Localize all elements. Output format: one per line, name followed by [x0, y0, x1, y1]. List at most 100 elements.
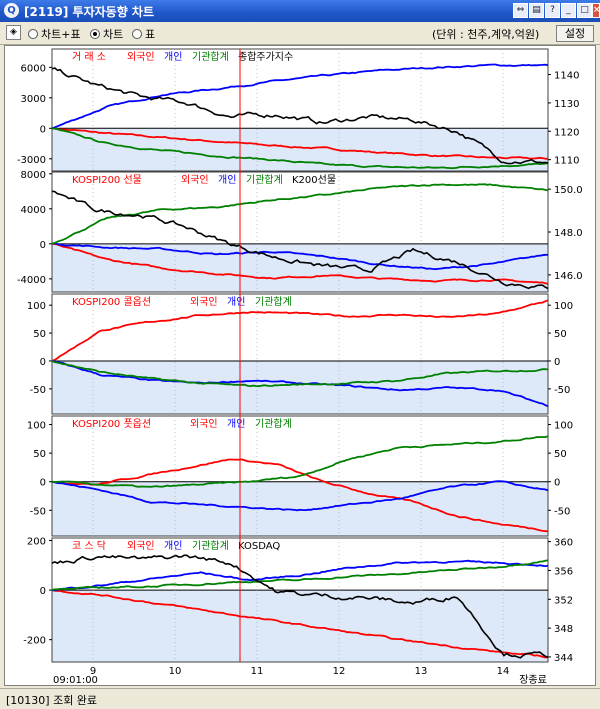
radio-dot-chart-table[interactable] — [28, 29, 38, 39]
radio-dot-chart[interactable] — [90, 29, 100, 39]
right-tick-label: 344 — [554, 653, 573, 664]
legend-label: 기관합계 — [255, 418, 292, 430]
negative-region — [52, 590, 548, 662]
x-tick-label: 13 — [415, 666, 428, 677]
series-line-1-2 — [51, 183, 549, 245]
legend-label: 개인 — [218, 174, 236, 186]
right-tick-label: -50 — [554, 385, 570, 396]
radio-dot-table[interactable] — [132, 29, 142, 39]
x-tick-label: 10 — [169, 666, 182, 677]
x-end-label: 장종료 — [519, 674, 547, 685]
panel-frame — [51, 415, 549, 537]
series-line-2-0 — [51, 299, 549, 362]
left-tick-label: -200 — [23, 636, 46, 647]
x-tick-label: 9 — [90, 666, 96, 677]
minimize-button[interactable]: _ — [561, 3, 576, 18]
x-tick-label: 12 — [333, 666, 346, 677]
status-text: [10130] 조회 완료 — [6, 694, 98, 707]
series-line-0-3 — [51, 67, 549, 165]
menu-diamond-icon[interactable]: ◈ — [6, 25, 21, 40]
right-tick-label: 146.0 — [554, 271, 583, 282]
x-tick-label: 14 — [497, 666, 510, 677]
negative-region — [52, 481, 548, 536]
radio-table[interactable]: 표 — [132, 26, 155, 42]
chart-area[interactable]: 6000 3000 0 -3000 1140 1130 1120 1110 거 래 소 외국인 개인… — [4, 45, 596, 686]
left-tick-label: 4000 — [21, 205, 46, 216]
app-icon[interactable]: Q — [4, 3, 19, 18]
legend-label: KOSPI200 풋옵션 — [72, 418, 151, 430]
legend-label: 개인 — [164, 540, 182, 552]
right-tick-label: 148.0 — [554, 228, 583, 239]
legend-label: 기관합계 — [246, 174, 283, 186]
legend-label: KOSDAQ — [238, 541, 280, 552]
legend-label: 외국인 — [190, 296, 218, 308]
negative-region — [52, 243, 548, 292]
series-line-1-1 — [51, 242, 549, 271]
right-tick-label: 1140 — [554, 71, 579, 82]
left-tick-label: -3000 — [17, 155, 46, 166]
left-tick-label: 0 — [40, 240, 46, 251]
left-tick-label: 8000 — [21, 170, 46, 181]
left-tick-label: 50 — [33, 329, 46, 340]
right-tick-label: 100 — [554, 421, 573, 432]
maximize-button[interactable]: □ — [577, 3, 592, 18]
radio-chart[interactable]: 차트 — [90, 26, 123, 42]
help-icon[interactable]: ? — [545, 3, 560, 18]
legend-label: 기관합계 — [255, 296, 292, 308]
right-tick-label: 50 — [554, 449, 567, 460]
legend-label: 코 스 닥 — [72, 540, 106, 552]
legend-label: 개인 — [227, 296, 245, 308]
units-label: (단위 : 천주,계약,억원) — [432, 28, 540, 41]
right-tick-label: 0 — [554, 357, 560, 368]
legend-label: 기관합계 — [192, 51, 229, 63]
legend-label: 외국인 — [127, 540, 155, 552]
series-line-3-2 — [51, 435, 549, 488]
right-tick-label: 360 — [554, 538, 573, 549]
right-tick-label: 356 — [554, 566, 573, 577]
left-tick-label: 3000 — [21, 94, 46, 105]
left-tick-label: -50 — [30, 385, 46, 396]
series-line-4-0 — [51, 589, 549, 659]
legend-label: 개인 — [164, 51, 182, 63]
series-line-0-2 — [51, 127, 549, 170]
settings-button[interactable]: 설정 — [556, 25, 594, 42]
series-line-4-2 — [51, 559, 549, 591]
left-tick-label: 50 — [33, 449, 46, 460]
left-tick-label: -4000 — [17, 275, 46, 286]
series-line-0-1 — [51, 63, 549, 130]
legend-label: 종합주가지수 — [238, 51, 293, 63]
radio-chart-table[interactable]: 차트+표 — [28, 26, 81, 42]
legend-label: 기관합계 — [192, 540, 229, 552]
left-tick-label: -50 — [30, 506, 46, 517]
right-tick-label: 0 — [554, 478, 560, 489]
panel-frame — [51, 537, 549, 663]
title-bar: Q [2119] 투자자동향 차트 ⇔ ▤ ? _ □ × — [0, 0, 600, 22]
series-line-1-0 — [51, 242, 549, 285]
status-bar: [10130] 조회 완료 — [0, 688, 600, 709]
legend-label: 개인 — [227, 418, 245, 430]
x-time-label: 09:01:00 — [53, 675, 98, 685]
print-icon[interactable]: ▤ — [529, 3, 544, 18]
left-tick-label: 0 — [40, 357, 46, 368]
left-tick-label: 0 — [40, 124, 46, 135]
right-tick-label: 100 — [554, 301, 573, 312]
series-line-4-3 — [51, 554, 549, 659]
right-tick-label: 150.0 — [554, 185, 583, 196]
close-button[interactable]: × — [592, 3, 600, 18]
right-tick-label: 1130 — [554, 99, 579, 110]
series-line-0-0 — [51, 127, 549, 160]
legend-label: KOSPI200 콜옵션 — [72, 296, 151, 308]
legend-label: 외국인 — [127, 51, 155, 63]
legend-label: 외국인 — [181, 174, 209, 186]
left-tick-label: 6000 — [21, 63, 46, 74]
legend-label: KOSPI200 선물 — [72, 174, 142, 186]
series-line-3-1 — [51, 480, 549, 512]
radio-chart-label: 차트 — [103, 28, 124, 41]
x-tick-label: 11 — [251, 666, 264, 677]
right-tick-label: 1110 — [554, 156, 579, 167]
toolbar: ◈ 차트+표 차트 표 (단위 : 천주,계약,억원) 설정 — [0, 22, 600, 45]
pin-icon[interactable]: ⇔ — [513, 3, 528, 18]
series-line-1-3 — [51, 190, 549, 290]
left-tick-label: 200 — [27, 536, 46, 547]
